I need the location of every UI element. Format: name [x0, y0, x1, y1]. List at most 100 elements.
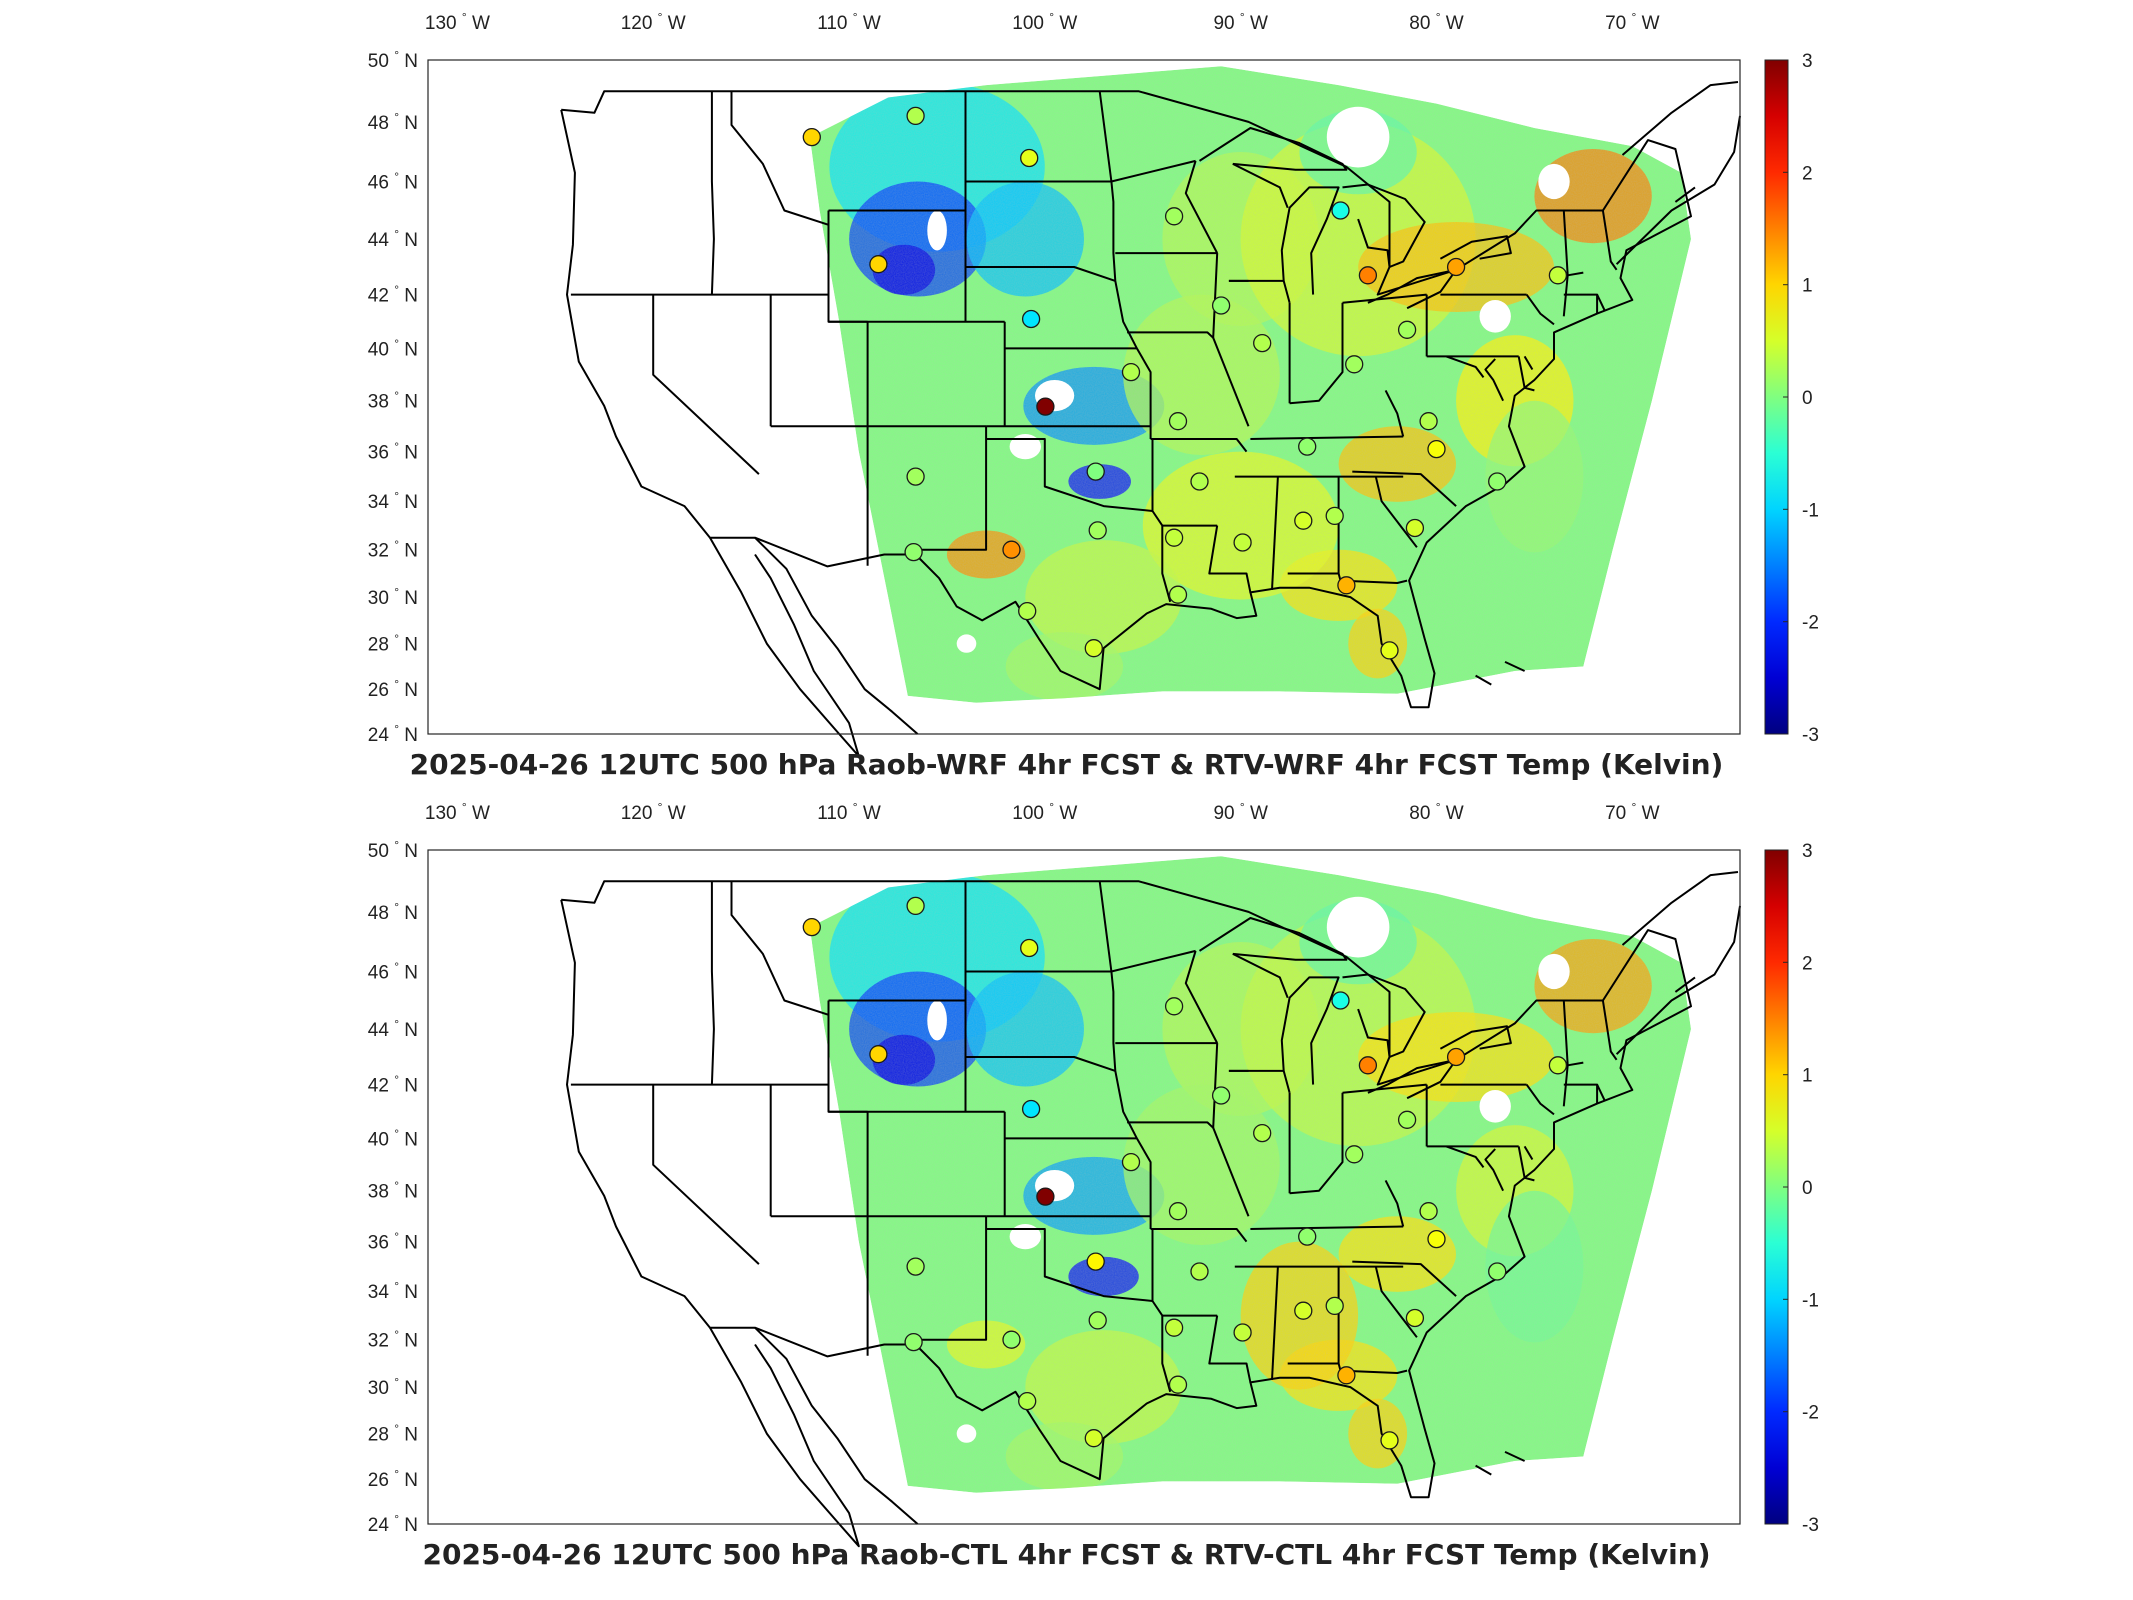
st-lawrence-coastline [1621, 871, 1739, 946]
raob-station-marker [906, 106, 925, 126]
longitude-tick-label: 120 ° W [621, 800, 686, 824]
missing-data-patch [1479, 300, 1511, 333]
state-boundary [1563, 1083, 1606, 1102]
us-coastline [560, 880, 1692, 1499]
state-boundary [1127, 253, 1219, 339]
state-boundary [1601, 1000, 1618, 1061]
state-boundary [1337, 573, 1408, 584]
state-boundary [1098, 881, 1117, 1071]
state-boundary [965, 266, 1116, 282]
latitude-tick-label: 42 ° N [368, 283, 418, 307]
great-lake-shore [1367, 268, 1458, 310]
latitude-tick-label: 38 ° N [368, 389, 418, 413]
raob-station-marker [1325, 1296, 1344, 1316]
raob-station-marker [1086, 1252, 1105, 1271]
raob-station-marker [1298, 1227, 1317, 1246]
state-boundary [1136, 1137, 1152, 1229]
latitude-tick-label: 50 ° N [368, 48, 418, 72]
raob-station-marker [1488, 472, 1507, 491]
boundary-lines [560, 871, 1741, 1548]
raob-station-marker [1168, 1375, 1188, 1394]
raob-station-marker [904, 542, 923, 562]
raob-station-marker [1088, 521, 1107, 540]
great-lake-shore [1342, 973, 1426, 1058]
longitude-tick-label: 120 ° W [621, 10, 686, 34]
latitude-tick-label: 24 ° N [368, 1512, 418, 1536]
colorbar-tick-label: -3 [1802, 1515, 1819, 1536]
state-boundary [1114, 1070, 1138, 1139]
latitude-tick-label: 28 ° N [368, 632, 418, 656]
colorbar-tick-label: 3 [1802, 51, 1813, 72]
bottom-map-title: 2025-04-26 12UTC 500 hPa Raob-CTL 4hr FC… [422, 1538, 1711, 1571]
state-boundary [730, 881, 829, 1016]
state-boundary [1517, 1146, 1535, 1182]
raob-station-marker [1419, 412, 1438, 431]
top-map-figure: 130 ° W 120 ° W 110 ° W 100 ° W 90 ° W 80 ° W… [368, 10, 1819, 758]
mexico-coastline [754, 1326, 919, 1525]
state-boundary [1352, 1260, 1457, 1297]
state-boundary [1484, 1148, 1505, 1192]
raob-station-marker [1298, 437, 1317, 456]
latitude-tick-label: 44 ° N [368, 227, 418, 251]
state-boundary [1517, 356, 1535, 392]
colorbar-tick-label: 1 [1802, 276, 1813, 297]
state-boundary [1212, 337, 1250, 427]
raob-station-marker [802, 917, 821, 937]
great-lake-shore [1198, 127, 1348, 171]
raob-station-marker [1018, 1391, 1037, 1411]
raob-station-marker [1190, 472, 1209, 491]
raob-station-marker [1211, 1086, 1231, 1105]
raob-station-marker [1002, 540, 1021, 559]
state-boundary [652, 1084, 760, 1265]
great-lake-shore [1280, 186, 1340, 304]
raob-station-marker [1331, 991, 1350, 1010]
state-boundary [1150, 438, 1248, 453]
state-boundary [1445, 355, 1485, 379]
longitude-tick-label: 100 ° W [1012, 800, 1077, 824]
raob-station-marker [1345, 1145, 1364, 1164]
state-boundary [1525, 294, 1555, 326]
raob-station-marker [869, 255, 888, 274]
st-lawrence-coastline [1621, 81, 1739, 156]
great-lake-shore [1439, 1025, 1512, 1050]
missing-data-patch [1009, 434, 1041, 460]
state-boundary [1208, 525, 1252, 593]
island [1504, 660, 1526, 672]
island [1674, 976, 1696, 993]
latitude-tick-label: 28 ° N [368, 1422, 418, 1446]
state-boundary [1098, 91, 1117, 281]
colorbar-tick-label: 2 [1802, 163, 1813, 184]
raob-station-marker [1021, 309, 1041, 329]
longitude-tick-label: 70 ° W [1605, 800, 1660, 824]
latitude-tick-label: 34 ° N [368, 1279, 418, 1303]
raob-station-marker [1397, 320, 1417, 339]
colorbar-tick-label: -2 [1802, 613, 1819, 634]
state-boundary [1342, 293, 1427, 304]
missing-data-patch [1538, 163, 1570, 200]
longitude-tick-label: 100 ° W [1012, 10, 1077, 34]
colorbar-tick-label: -2 [1802, 1403, 1819, 1424]
colorbar-tick-label: 3 [1802, 841, 1813, 862]
latitude-tick-label: 30 ° N [368, 585, 418, 609]
raob-station-marker [1548, 1056, 1568, 1075]
baja-coastline [709, 537, 860, 758]
map-frame [427, 849, 1741, 1525]
raob-station-marker [1088, 1311, 1107, 1330]
raob-station-marker [1168, 1202, 1188, 1221]
colorbar-tick-label: 1 [1802, 1066, 1813, 1087]
raob-station-marker [1253, 333, 1272, 353]
state-boundary [915, 1216, 988, 1341]
colorbar-tick-label: -1 [1802, 1290, 1819, 1311]
state-boundary [710, 881, 715, 1085]
latitude-tick-label: 26 ° N [368, 677, 418, 701]
latitude-tick-label: 36 ° N [368, 1230, 418, 1254]
latitude-labels: 50 ° N 48 ° N 46 ° N 44 ° N 42 ° N 40 ° N 38 °… [368, 838, 418, 1536]
latitude-tick-label: 50 ° N [368, 838, 418, 862]
state-boundary [1523, 355, 1534, 371]
raob-station-marker [1446, 257, 1466, 277]
great-lake-shore [1439, 235, 1512, 260]
missing-data-patch [1009, 1224, 1041, 1250]
raob-station-marker [1345, 355, 1364, 374]
raob-station-marker [1018, 601, 1037, 621]
state-boundary [986, 1228, 1153, 1302]
